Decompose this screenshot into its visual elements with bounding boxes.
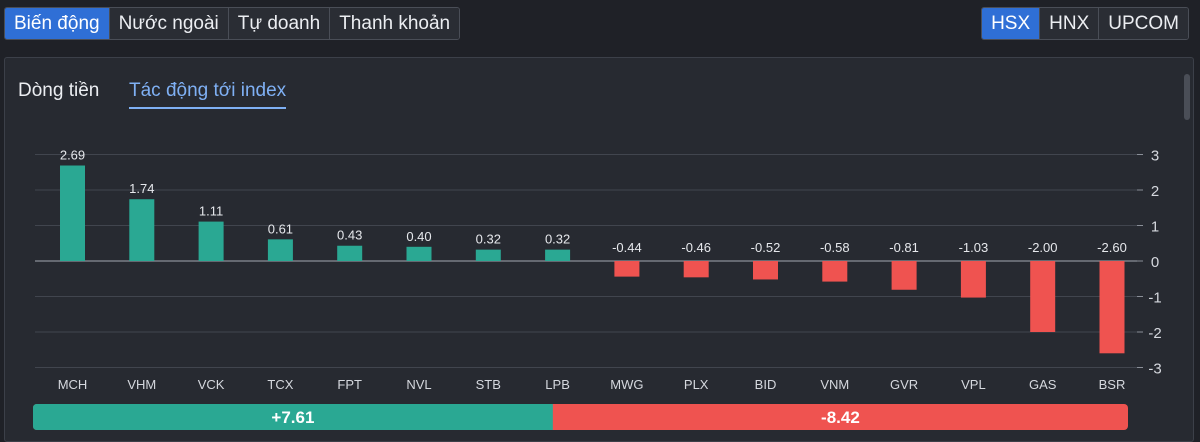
tab-nuoc-ngoai[interactable]: Nước ngoài (108, 8, 228, 39)
bar-gvr[interactable] (891, 261, 917, 290)
category-label: BSR (1099, 377, 1126, 392)
bar-vpl[interactable] (960, 261, 986, 298)
bar-value-label: 0.43 (337, 228, 362, 243)
category-label: FPT (337, 377, 362, 392)
tab-thanh-khoan[interactable]: Thanh khoản (329, 8, 460, 39)
category-label: MWG (610, 377, 643, 392)
bar-stb[interactable] (475, 249, 501, 261)
category-label: VNM (820, 377, 849, 392)
tab-hnx[interactable]: HNX (1039, 8, 1099, 39)
category-label: LPB (545, 377, 570, 392)
bar-value-label: -0.46 (681, 240, 711, 255)
view-tab-group: Biến động Nước ngoài Tự doanh Thanh khoả… (4, 7, 461, 40)
category-label: STB (476, 377, 501, 392)
category-label: MCH (58, 377, 88, 392)
bar-vck[interactable] (198, 221, 224, 261)
bar-value-label: 0.32 (476, 232, 501, 247)
bar-bid[interactable] (753, 261, 778, 280)
bar-value-label: -0.44 (612, 240, 642, 255)
tab-tu-doanh[interactable]: Tự doanh (227, 8, 330, 39)
y-tick-label: 0 (1151, 254, 1159, 271)
bar-value-label: -0.52 (751, 240, 781, 255)
bar-value-label: -2.60 (1097, 240, 1127, 255)
category-label: NVL (406, 377, 431, 392)
bar-value-label: 1.11 (199, 204, 223, 219)
subtab-dong-tien[interactable]: Dòng tiền (18, 80, 100, 101)
summary-positive-label: +7.61 (271, 408, 314, 427)
chart-panel: Dòng tiền Tác động tới index 3 2 1 0 -1 -2 -3 2… (4, 57, 1194, 442)
bar-mch[interactable] (60, 165, 85, 261)
index-impact-chart: 3 2 1 0 -1 -2 -3 2.69 MCH 1.74 VHM 1.11 VCK 0.61 TCX 0.… (33, 148, 1162, 430)
category-label: VHM (127, 377, 156, 392)
category-label: GVR (890, 377, 918, 392)
bar-bsr[interactable] (1099, 261, 1125, 354)
y-tick-label: -3 (1148, 361, 1161, 378)
bar-vhm[interactable] (129, 199, 155, 261)
bar-fpt[interactable] (337, 245, 363, 261)
y-tick-label: 2 (1151, 183, 1159, 200)
category-label: PLX (684, 377, 709, 392)
bar-value-label: 0.32 (545, 232, 570, 247)
bar-value-label: 1.74 (129, 181, 154, 196)
scrollbar-thumb[interactable] (1184, 74, 1190, 120)
tab-hsx[interactable]: HSX (982, 8, 1040, 39)
bar-value-label: -0.81 (889, 240, 919, 255)
bar-tcx[interactable] (267, 239, 293, 261)
bar-mwg[interactable] (614, 261, 640, 277)
bar-value-label: 2.69 (60, 148, 85, 163)
bar-gas[interactable] (1030, 261, 1056, 332)
bar-value-label: -2.00 (1028, 240, 1058, 255)
bar-lpb[interactable] (545, 249, 571, 261)
summary-positive-bar (33, 404, 553, 430)
summary-negative-label: -8.42 (821, 408, 860, 427)
category-label: TCX (267, 377, 293, 392)
category-label: GAS (1029, 377, 1057, 392)
panel-scrollbar[interactable] (1184, 64, 1190, 214)
bar-value-label: -1.03 (959, 240, 989, 255)
y-tick-label: -2 (1148, 325, 1161, 342)
subtab-tac-dong-toi-index[interactable]: Tác động tới index (129, 80, 287, 109)
bar-value-label: -0.58 (820, 240, 850, 255)
bar-nvl[interactable] (406, 246, 432, 261)
bar-vnm[interactable] (822, 261, 848, 282)
y-tick-label: -1 (1148, 290, 1161, 307)
bar-value-label: 0.40 (406, 229, 431, 244)
category-label: VCK (198, 377, 225, 392)
bar-plx[interactable] (683, 261, 709, 278)
y-tick-label: 1 (1151, 219, 1159, 236)
category-label: VPL (961, 377, 986, 392)
tab-upcom[interactable]: UPCOM (1098, 8, 1188, 39)
y-tick-label: 3 (1151, 148, 1159, 165)
bar-value-label: 0.61 (268, 221, 293, 236)
exchange-tab-group: HSX HNX UPCOM (981, 7, 1189, 40)
tab-bien-dong[interactable]: Biến động (5, 8, 109, 39)
category-label: BID (755, 377, 777, 392)
